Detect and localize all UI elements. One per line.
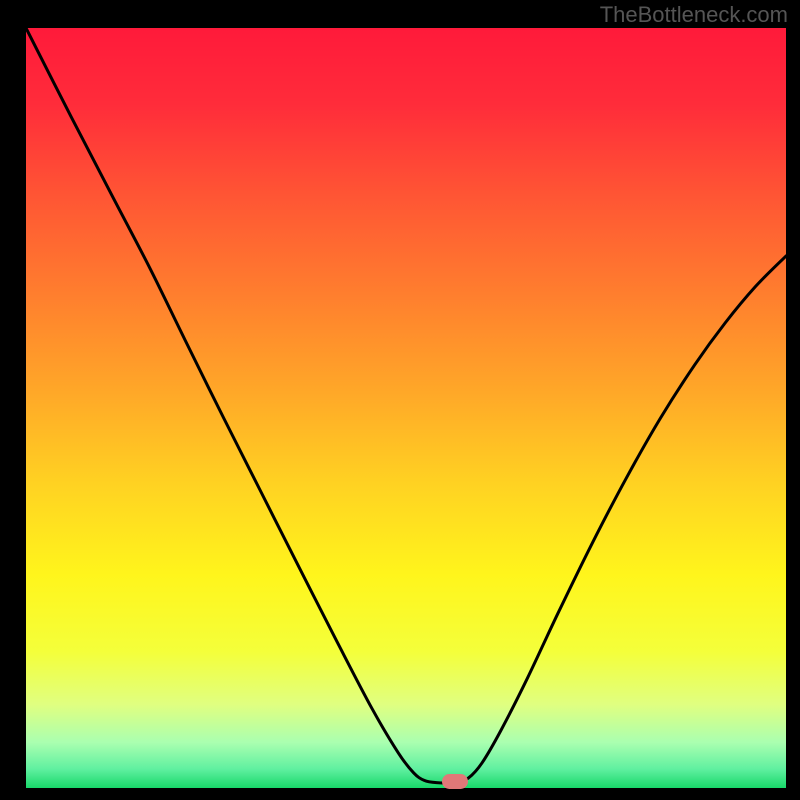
optimum-marker	[442, 774, 468, 789]
watermark-text: TheBottleneck.com	[600, 2, 788, 28]
bottleneck-curve	[26, 28, 786, 788]
